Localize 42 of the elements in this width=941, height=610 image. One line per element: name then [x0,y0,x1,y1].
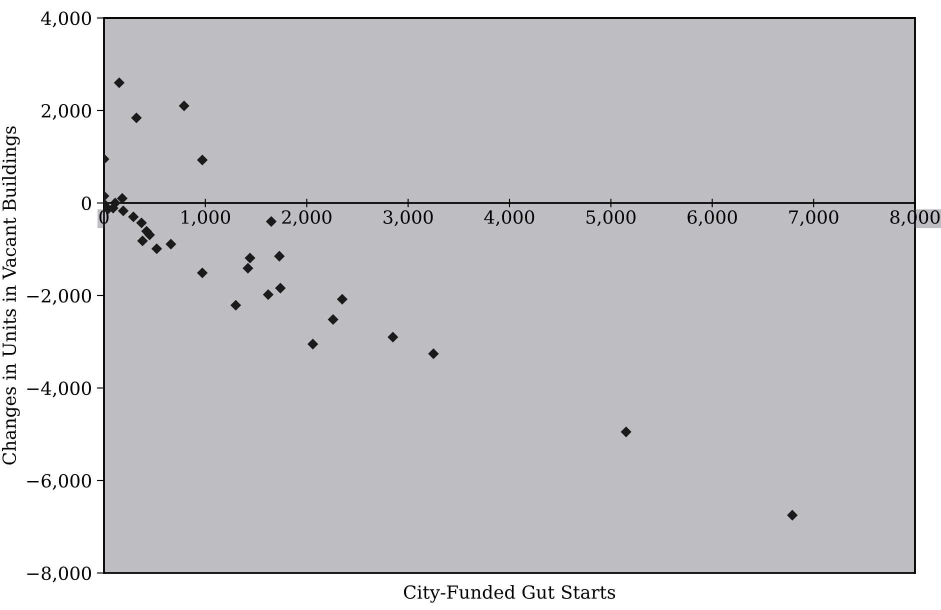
x-tick-label: 4,000 [484,210,534,226]
point [428,348,439,360]
y-tick-label: −2,000 [27,288,91,305]
point [262,289,274,300]
y-tick-label: −6,000 [27,474,91,490]
x-tick-label: 2,000 [282,210,332,226]
point [166,238,176,250]
y-axis-title: Changes in Units in Vacant Buildings [2,126,20,465]
point [328,314,338,325]
point [388,332,398,343]
point [336,294,348,305]
x-tick-label: 1,000 [182,210,230,226]
x-axis-title: City-Funded Gut Starts [404,584,616,603]
point [196,267,208,278]
point [275,282,286,294]
point [137,236,148,246]
y-tick-label: 0 [82,196,91,210]
point [230,300,242,311]
point [196,154,208,166]
y-tick-label: −4,000 [27,381,91,398]
point [620,426,632,438]
point [786,510,798,521]
x-tick-label: 3,000 [384,210,433,226]
point [136,218,147,228]
point [118,205,129,216]
x-tick-label: 6,000 [688,210,737,226]
point [266,216,277,227]
point [116,192,128,204]
y-tick-label: 2,000 [42,104,91,120]
point [242,262,254,274]
y-tick-label: −8,000 [27,566,91,582]
point [244,252,256,264]
point [131,112,142,124]
x-tick-label: 5,000 [586,210,636,226]
y-tick-label: 4,000 [41,11,91,28]
x-tick-label: 7,000 [789,210,838,226]
point [178,100,190,112]
point [274,250,285,262]
point [307,338,318,350]
point [128,211,139,222]
point [114,77,125,88]
point [151,243,162,254]
